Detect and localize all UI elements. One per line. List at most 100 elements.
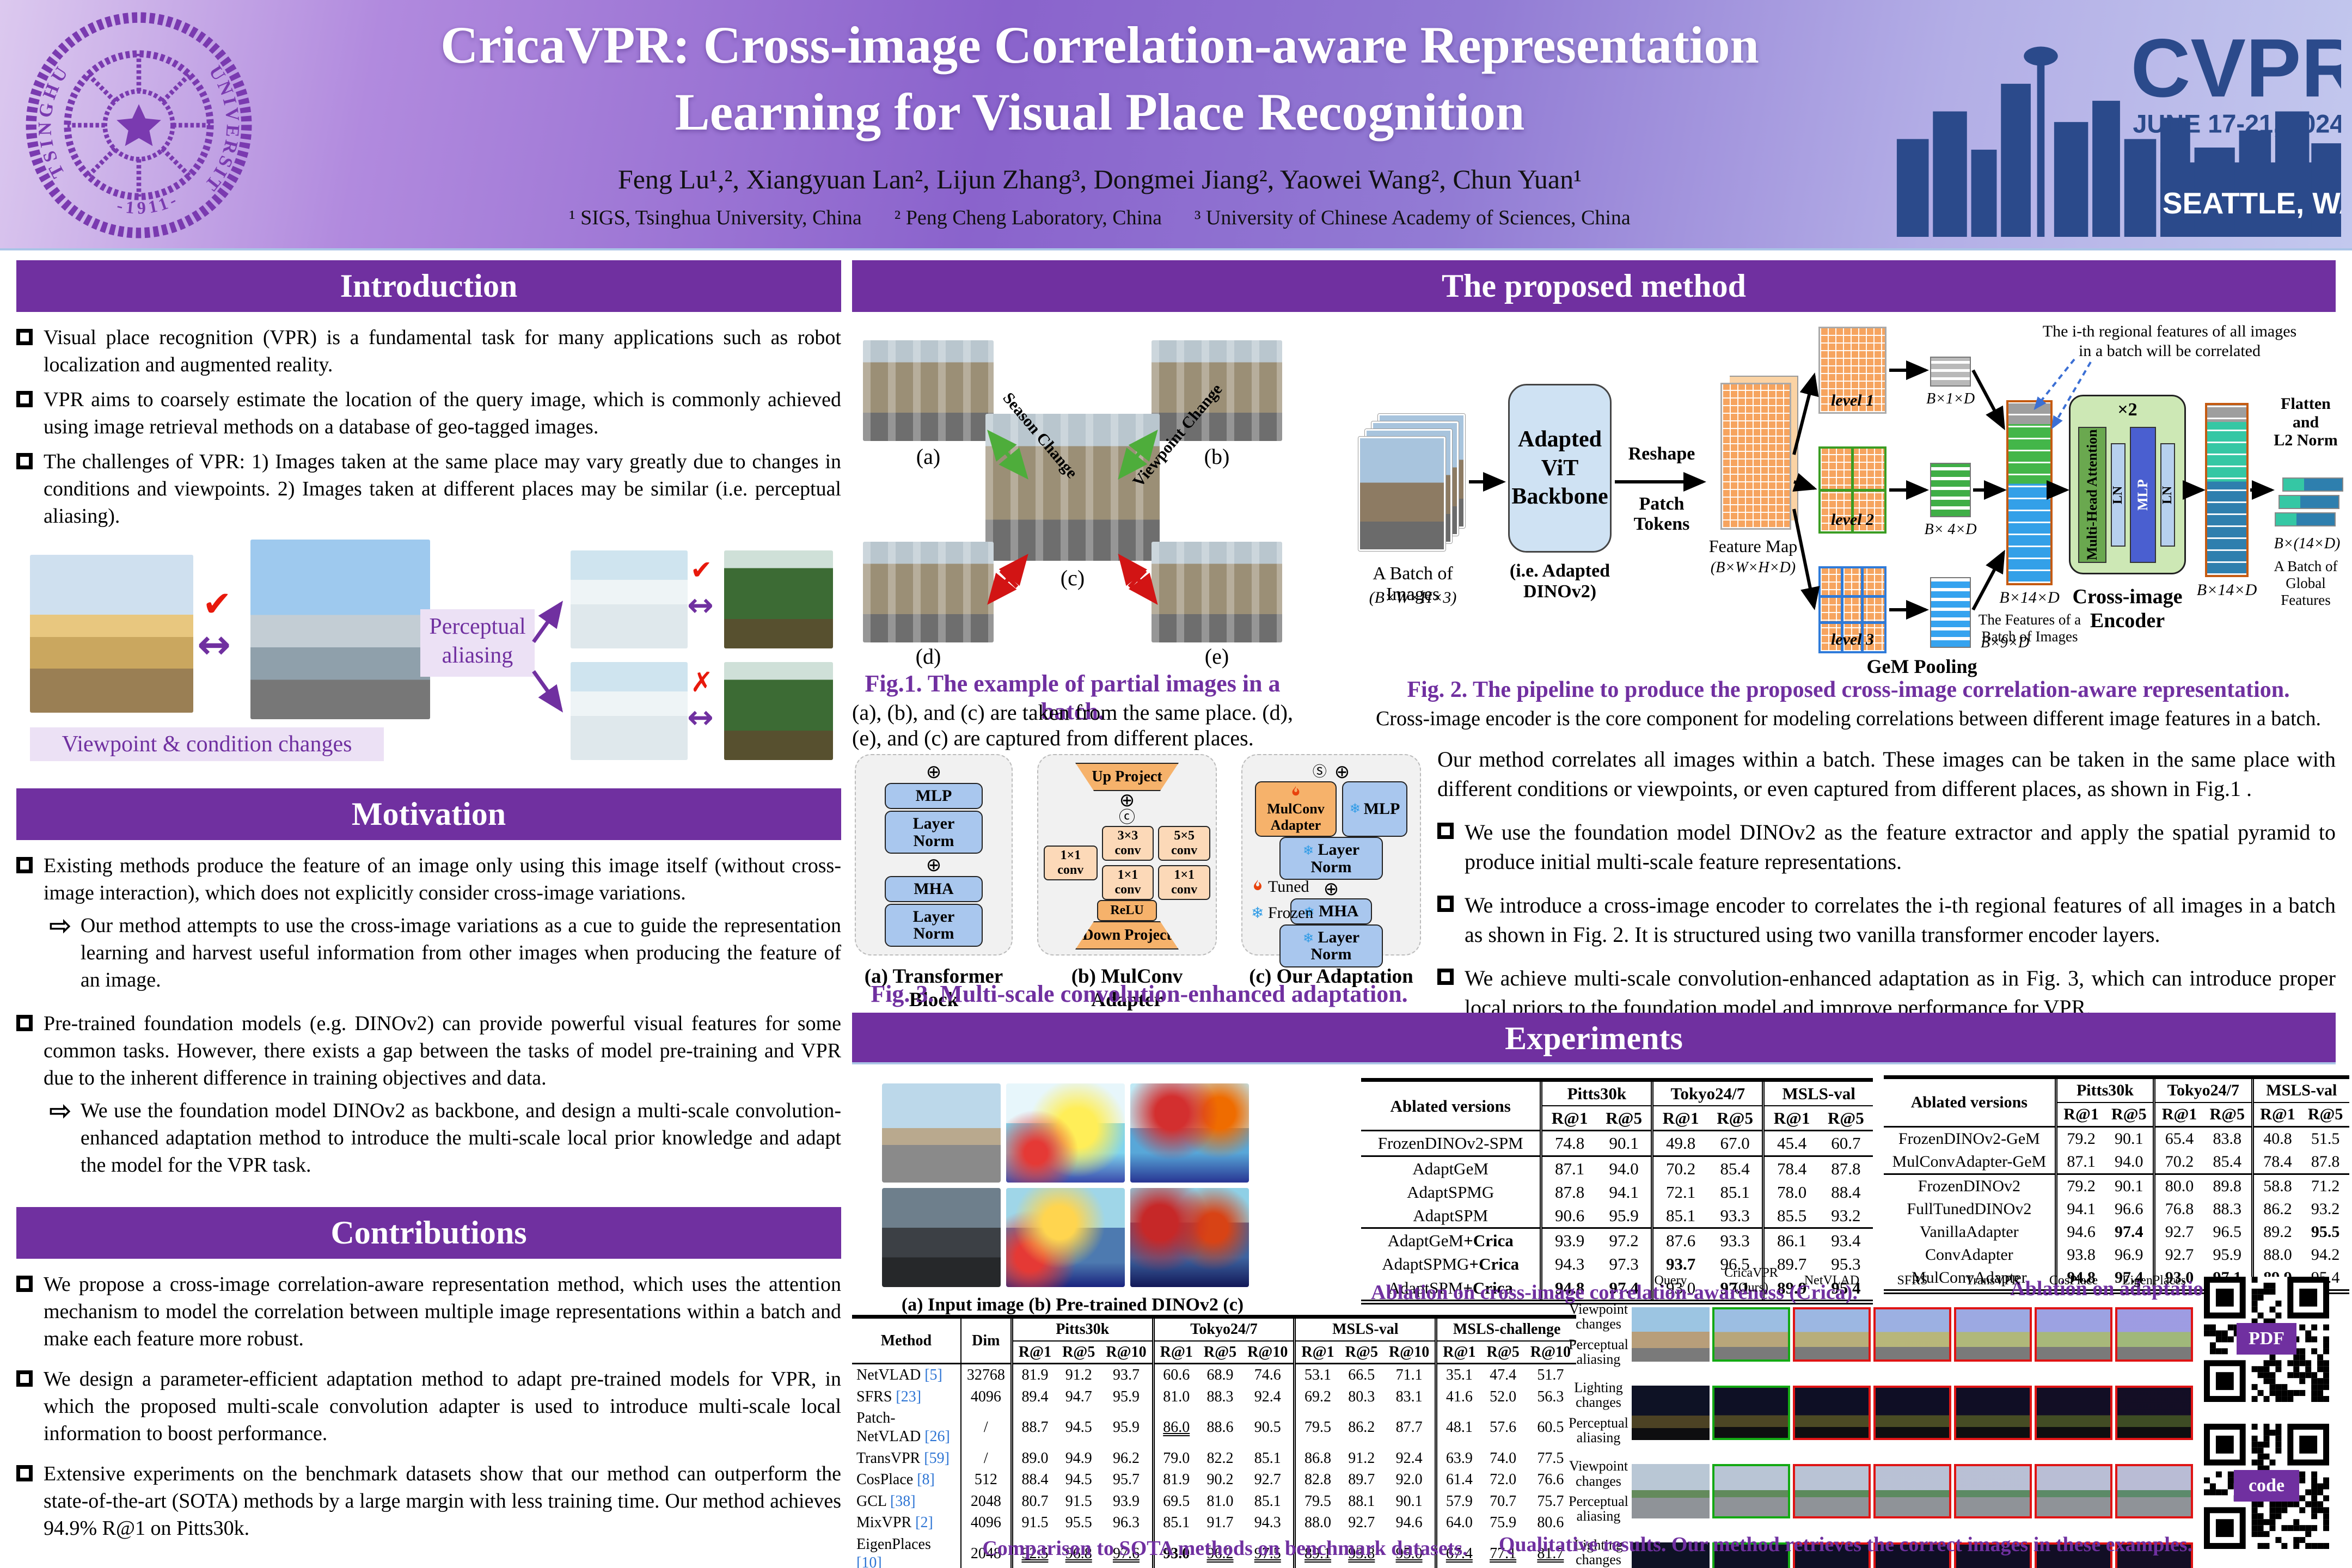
feature-map-dim: (B×W×H×D) [1710,559,1796,576]
poster-title: CricaVPR: Cross-image Correlation-aware … [440,16,1759,141]
table-cell: AdaptGeM [1412,1159,1489,1178]
table-header-cell: MSLS-val [1293,1316,1436,1342]
table-cell: 89.4 [1010,1386,1057,1408]
table-cell: AdaptSPM+Crica [1388,1278,1513,1297]
retrieval-image [1954,1307,2032,1362]
table-cell: 71.1 [1395,1367,1423,1384]
table-cell: 87.1 [1540,1156,1597,1180]
table-cell: AdaptGeM+Crica [1387,1231,1514,1251]
table-cell: 95.5 [2311,1223,2340,1241]
table-cell: 88.0 [1293,1512,1340,1534]
table-cell: 94.9 [1065,1449,1092,1467]
batch-label: A Batch of Images [1373,564,1453,604]
table-cell: 53.1 [1293,1363,1340,1386]
table-cell: 93.2 [2311,1200,2340,1218]
cvpr-city: SEATTLE, WA [2163,187,2341,220]
adapted-vit-backbone-box: Adapted ViT Backbone [1508,384,1612,553]
retrieval-image [2115,1307,2193,1362]
cvpr-2024-logo: CVPR JUNE 17-21, 2024 SEATTLE, WA [1895,14,2352,237]
photo-label: (a) [916,444,941,469]
add-icon: ⊕ [1323,878,1339,900]
pdf-qr-label: PDF [2237,1323,2296,1355]
conv-5x5-box: 5×5 conv [1158,826,1211,861]
panel-b-label: (b) MulConv Adapter [1071,965,1183,1011]
flame-icon [1254,880,1261,890]
retrieval-image [1793,1385,1871,1440]
table-cell: AdaptSPMG+Crica [1382,1254,1520,1274]
table-header-cell: R@10 [1242,1340,1295,1365]
table-cell: EigenPlaces [10] [852,1533,961,1568]
table-cell: 85.4 [2203,1150,2253,1175]
adapted-heatmap [1130,1083,1249,1183]
table-cell: 71.2 [2311,1177,2340,1195]
table-cell: 97.5 [1242,1533,1295,1568]
check-icon: ✔ [690,555,713,585]
retrieval-image [1712,1307,1790,1362]
square-bullet-icon [1437,823,1454,839]
table-cell: Patch-NetVLAD [26] [856,1410,950,1445]
table-cell: 79.5 [1293,1490,1340,1512]
retrieval-image [1632,1385,1710,1440]
table-cell: 4096 [960,1386,1012,1408]
table-cell: 79.0 [1152,1447,1198,1469]
forest-scene-photo [724,550,833,648]
table-cell: 60.5 [1537,1419,1564,1436]
table-cell: 97.6 [1100,1533,1154,1568]
arrow-bullet-icon: ⇨ [49,1095,72,1126]
table-cell: 92.0 [1395,1471,1423,1489]
affiliations: ¹ SIGS, Tsinghua University, China ² Pen… [283,206,1916,230]
feature-map-grid [1720,383,1791,530]
table-cell: 95.9 [1596,1203,1652,1229]
table-cell: 93.9 [1540,1228,1597,1253]
figure-3-caption: Fig. 3. Multi-scale convolution-enhanced… [871,981,1408,1007]
global-features-label: A Batch of Global Features [2274,558,2338,609]
table-cell: 88.1 [1348,1492,1375,1510]
table-cell: 72.0 [1490,1471,1517,1489]
retrieval-image [2035,1385,2112,1440]
table-cell: 97.4 [2115,1223,2143,1241]
motivation-bullet: Pre-trained foundation models (e.g. DINO… [16,1010,841,1092]
table-header-cell: R@5 [1481,1340,1525,1365]
table-cell: 94.7 [1065,1388,1092,1405]
table-cell: 81.9 [1152,1469,1198,1491]
qual-column-header: TransVPR [1965,1273,2020,1288]
table-cell: 80.7 [1010,1490,1057,1512]
table-cell: 90.5 [1254,1419,1281,1436]
table-cell: 512 [960,1469,1012,1491]
authors: Feng Lu¹,², Xiangyuan Lan², Lijun Zhang³… [617,164,1582,194]
section-header-method: The proposed method [852,260,2336,312]
table-cell: 90.2 [1206,1471,1234,1489]
table-cell: 93.9 [1112,1492,1140,1510]
feat-dim-label: B×14×D [1999,589,2060,607]
table-cell: 94.0 [1609,1159,1639,1178]
qual-row-label: Viewpoint changes Perceptual aliasing [1569,1458,1628,1524]
table-header-cell: Pitts30k [2054,1077,2154,1103]
table-cell: 94.8 [2054,1266,2105,1292]
table-cell: 85.4 [1720,1159,1750,1178]
intro-figure: ✔ ↔ Viewpoint & condition changes Percep… [16,540,841,765]
table-cell: 57.9 [1435,1490,1481,1512]
place-photo-e [1152,542,1282,642]
transformer-block-panel: ⊕ MLP Layer Norm ⊕ MHA Layer Norm (a) Tr… [855,754,1013,1011]
table-header-cell: Method [852,1316,961,1365]
reshape-label: Reshape [1628,444,1695,464]
table-cell: 90.6 [1540,1203,1597,1229]
concat-icon: ⓒ [1119,808,1135,827]
pretrained-heatmap [1006,1083,1125,1183]
down-project-box: Down Project [1075,921,1179,950]
table-cell: 90.1 [2115,1130,2143,1148]
table-cell: 51.5 [2311,1130,2340,1148]
table-cell: / [960,1407,1012,1448]
retrieval-image [1873,1307,1951,1362]
snow-scene-photo [571,662,688,760]
affiliation: ² Peng Cheng Laboratory, China [894,206,1162,229]
feature-map-label: Feature Map [1708,536,1798,556]
figure-1-arrows [987,430,1158,605]
table-cell: 92.4 [1254,1388,1281,1405]
layer-norm-box: Layer Norm [885,903,983,947]
table-cell: 47.4 [1490,1367,1517,1384]
square-bullet-icon [16,1465,33,1481]
adapted-heatmap [1130,1188,1249,1287]
table-cell: 90.1 [1596,1130,1652,1157]
